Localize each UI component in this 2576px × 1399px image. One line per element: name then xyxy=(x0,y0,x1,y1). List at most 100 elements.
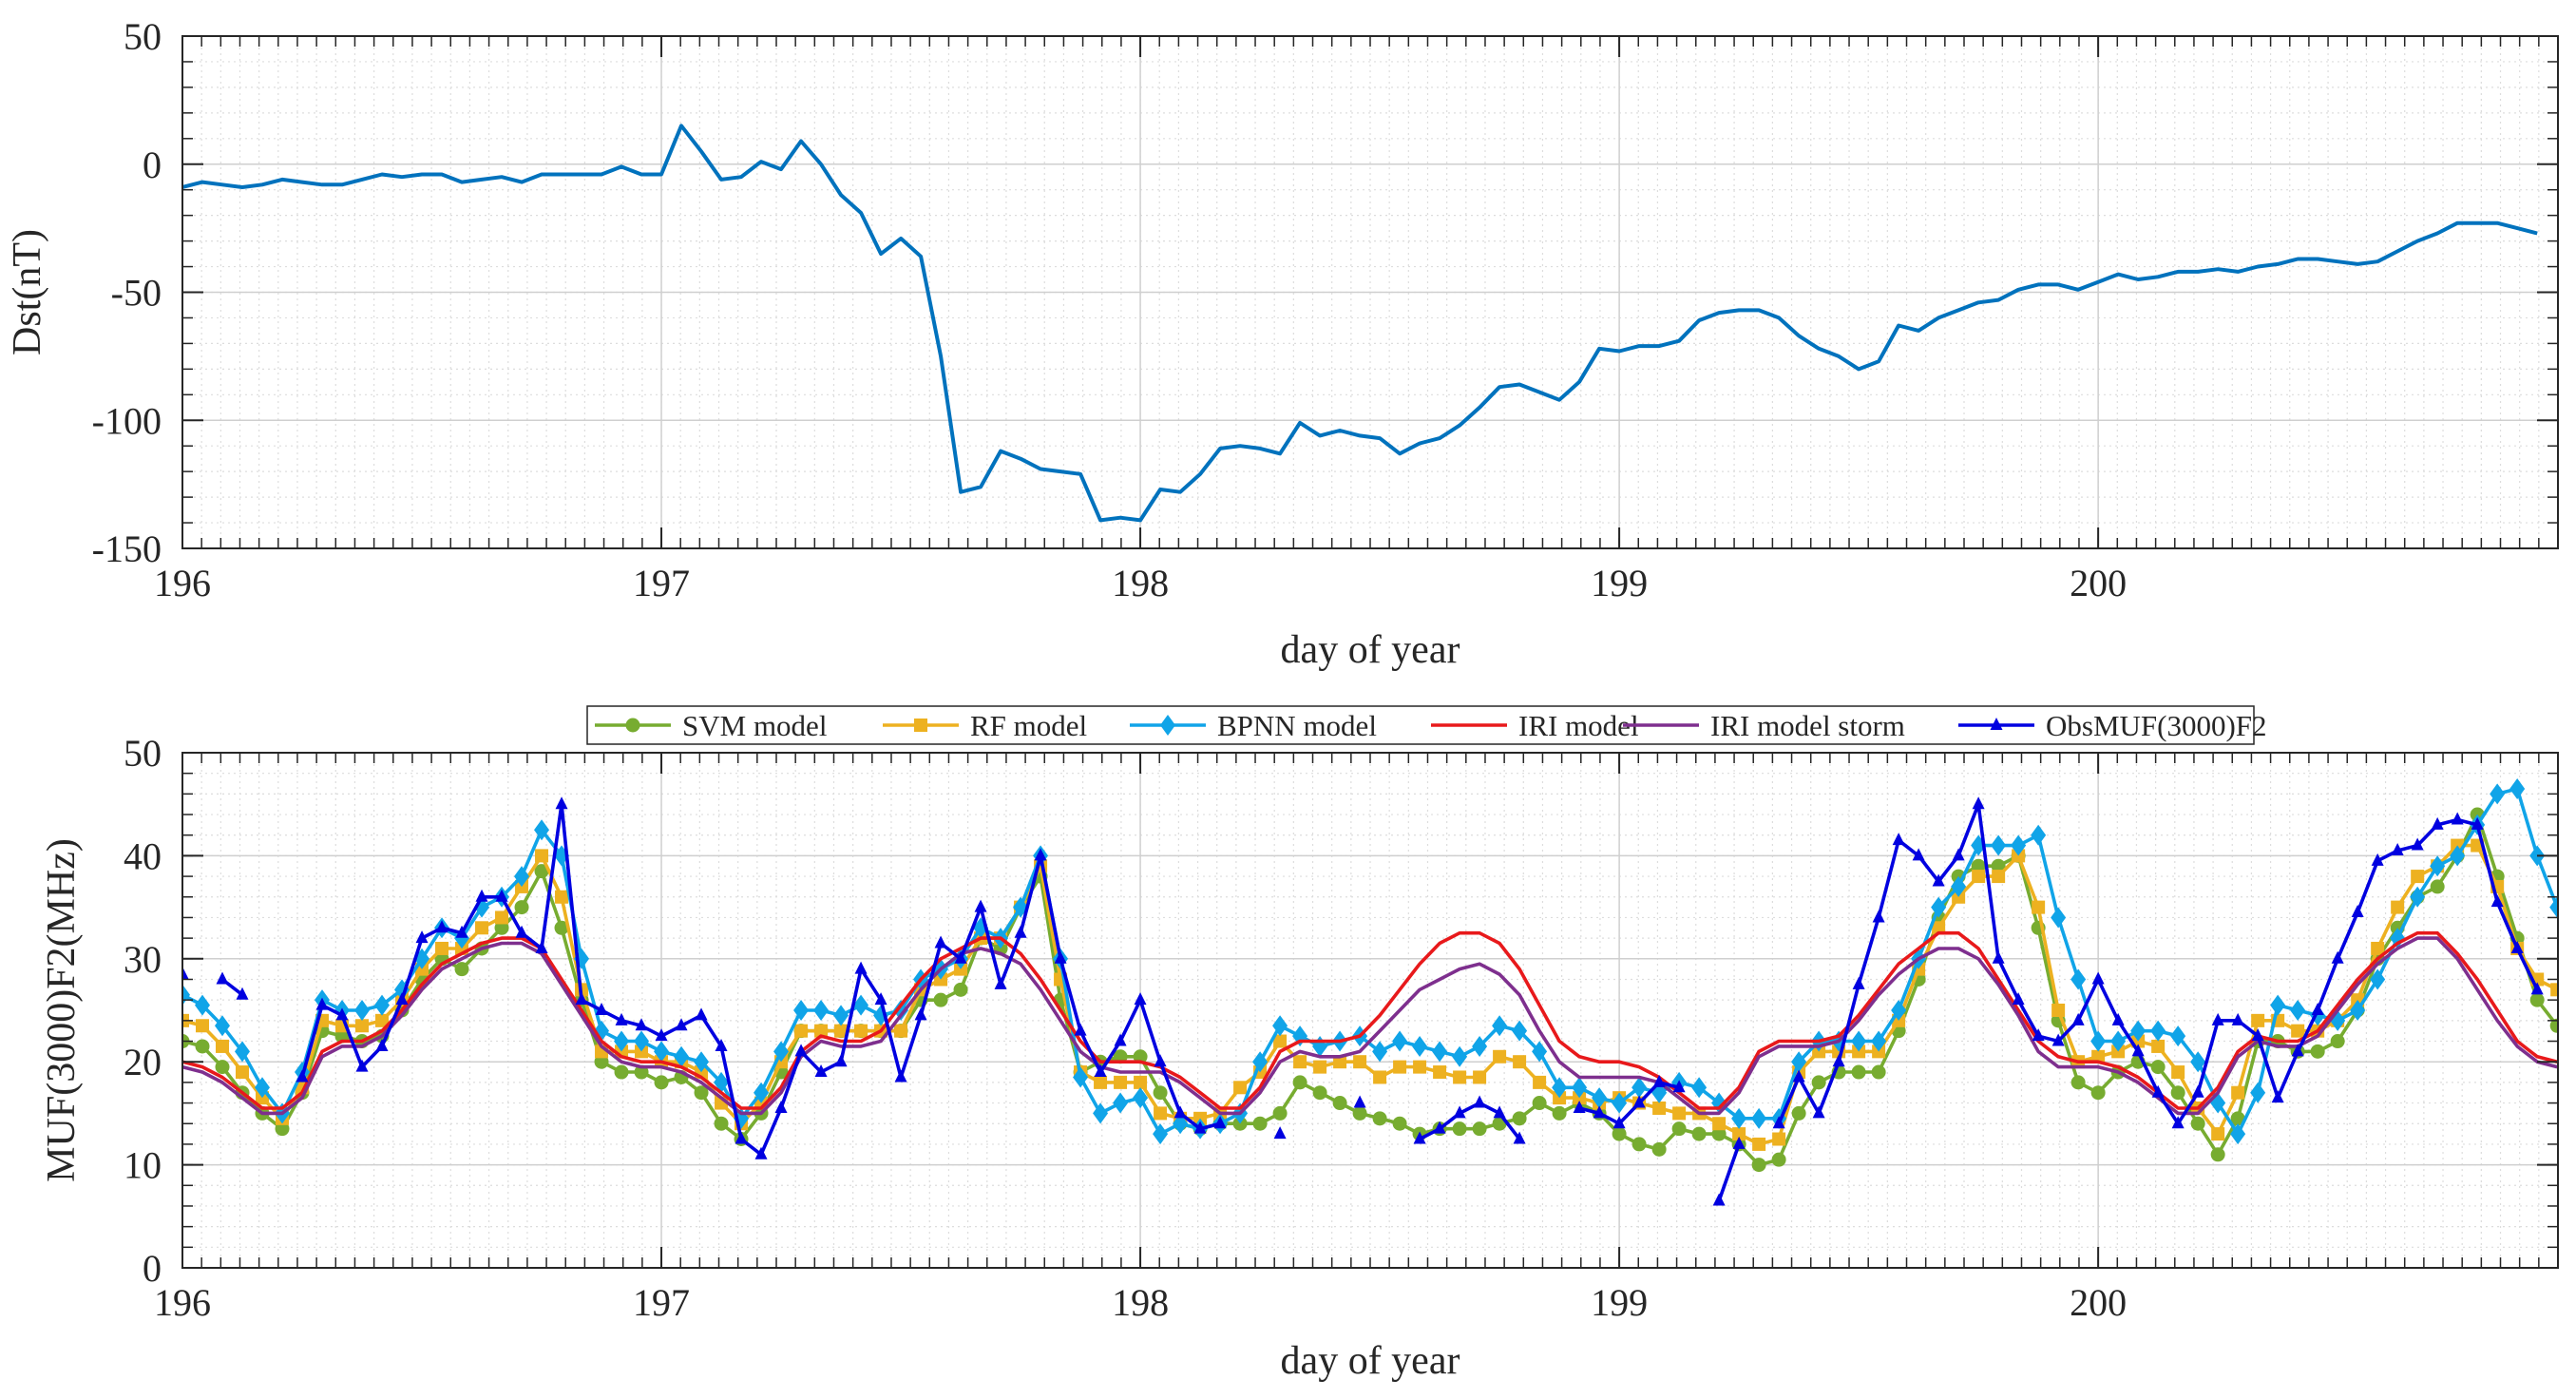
muf-point xyxy=(2331,950,2344,964)
muf-point xyxy=(1691,1126,1707,1141)
muf-series-5 xyxy=(182,796,2544,1206)
muf-point xyxy=(2569,959,2576,980)
muf-series-line xyxy=(1717,1143,1741,1202)
legend-item-3: IRI model xyxy=(1431,709,1639,742)
muf-point xyxy=(654,1075,669,1090)
muf-point xyxy=(655,1028,668,1042)
muf-point xyxy=(2070,1075,2086,1090)
muf-point xyxy=(535,940,548,953)
muf-point xyxy=(514,866,530,888)
muf-point xyxy=(1533,1075,1547,1089)
muf-point xyxy=(714,1116,729,1131)
muf-point xyxy=(195,994,211,1016)
muf-point xyxy=(1273,1126,1287,1140)
dst-series-line xyxy=(182,124,2538,523)
muf-point xyxy=(2391,842,2404,855)
muf-point xyxy=(195,1039,210,1054)
muf-point xyxy=(1573,1100,1586,1113)
muf-point xyxy=(1492,1015,1508,1037)
muf-point xyxy=(2490,783,2506,805)
muf-point xyxy=(1672,1106,1687,1121)
muf-y-tick-label: 10 xyxy=(124,1144,162,1187)
muf-point xyxy=(1691,1077,1708,1099)
muf-point xyxy=(554,920,569,935)
muf-point xyxy=(1712,1117,1727,1131)
muf-point xyxy=(1073,1066,1089,1088)
muf-point xyxy=(375,1013,390,1027)
muf-point xyxy=(675,1018,688,1031)
muf-y-tick-label: 20 xyxy=(124,1041,162,1083)
muf-point xyxy=(2251,1013,2265,1027)
muf-point xyxy=(833,1005,849,1026)
muf-point xyxy=(216,1039,230,1053)
muf-point xyxy=(1871,1064,1886,1080)
muf-point xyxy=(1892,833,1905,846)
muf-point xyxy=(674,1045,690,1067)
muf-point xyxy=(874,992,887,1006)
muf-point xyxy=(2230,1123,2246,1145)
muf-point xyxy=(774,1100,788,1113)
muf-point xyxy=(2549,896,2558,918)
muf-point xyxy=(853,994,869,1016)
muf-point xyxy=(1672,1080,1686,1093)
muf-point xyxy=(1632,1095,1646,1108)
muf-point xyxy=(415,930,429,944)
muf-point xyxy=(1572,1077,1588,1099)
legend-marker-swatch xyxy=(914,719,927,732)
muf-point xyxy=(1114,1075,1128,1089)
muf-point xyxy=(2411,837,2424,851)
muf-point xyxy=(1373,1070,1387,1084)
muf-panel: 196 197 198 199 200 0 10 20 30 40 50 MUF(3000)F2(M… xyxy=(40,732,2576,1383)
muf-point xyxy=(535,849,549,863)
muf-point xyxy=(435,920,448,933)
muf-point xyxy=(1293,1055,1307,1069)
muf-point xyxy=(2549,1018,2558,1033)
muf-point xyxy=(495,889,508,902)
muf-point xyxy=(1912,848,1925,861)
muf-point xyxy=(1353,1095,1366,1108)
muf-point xyxy=(1413,1060,1427,1074)
muf-point xyxy=(1832,1054,1845,1067)
muf-point xyxy=(794,1024,809,1038)
muf-point xyxy=(813,1000,830,1021)
muf-point xyxy=(2390,928,2406,949)
muf-point xyxy=(933,992,948,1007)
muf-point xyxy=(2550,983,2558,997)
muf-point xyxy=(2530,982,2544,995)
muf-point xyxy=(1513,1055,1527,1069)
muf-point xyxy=(754,1146,768,1159)
muf-point xyxy=(594,1054,609,1069)
muf-point xyxy=(1651,1141,1667,1157)
dst-y-tick-label: -50 xyxy=(111,272,162,315)
legend-item-5: ObsMUF(3000)F2 xyxy=(1958,709,2267,742)
muf-point xyxy=(1593,1105,1606,1119)
legend-label: IRI model storm xyxy=(1710,709,1905,742)
muf-point xyxy=(893,1000,909,1021)
muf-point xyxy=(1493,1105,1506,1119)
muf-point xyxy=(1433,1121,1446,1134)
muf-point xyxy=(2170,1085,2185,1101)
muf-point xyxy=(182,967,189,980)
legend-label: SVM model xyxy=(682,709,827,742)
muf-point xyxy=(1751,1107,1767,1129)
muf-point xyxy=(2271,1090,2284,1103)
muf-point xyxy=(1631,1077,1648,1099)
muf-point xyxy=(1532,1041,1548,1063)
muf-point xyxy=(1134,1075,1148,1089)
muf-point xyxy=(255,1077,271,1099)
dst-x-tick-label: 198 xyxy=(1112,562,1169,604)
muf-ticks: 196 197 198 199 200 0 10 20 30 40 50 xyxy=(124,732,2559,1324)
muf-point xyxy=(2210,1147,2225,1162)
muf-point xyxy=(196,1019,210,1033)
legend-marker-swatch xyxy=(1990,718,2003,730)
muf-point xyxy=(635,1018,648,1031)
muf-point xyxy=(1771,1152,1786,1167)
muf-point xyxy=(455,925,468,938)
muf-x-tick-label: 199 xyxy=(1591,1281,1648,1324)
muf-point xyxy=(315,997,329,1010)
dst-series-0 xyxy=(182,124,2538,523)
muf-x-axis-label: day of year xyxy=(1281,1339,1460,1383)
legend-label: RF model xyxy=(970,709,1087,742)
muf-point xyxy=(634,1030,650,1052)
muf-point xyxy=(2471,816,2484,830)
